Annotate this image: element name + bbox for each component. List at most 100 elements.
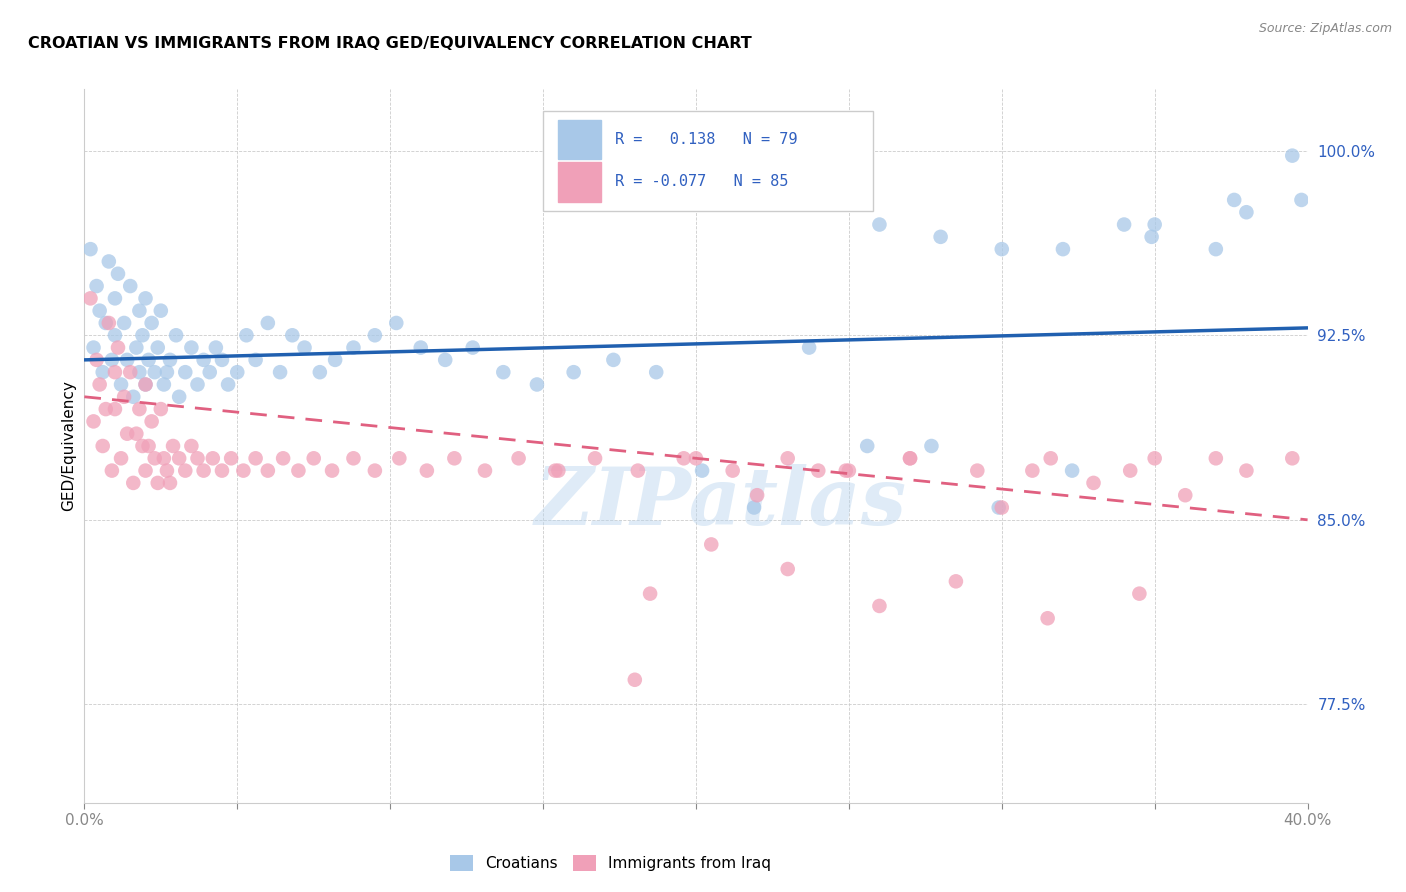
Point — [131, 439, 153, 453]
Point — [104, 365, 127, 379]
Point — [149, 402, 172, 417]
Point — [987, 500, 1010, 515]
Point — [747, 488, 769, 502]
Point — [1128, 587, 1150, 601]
Point — [120, 365, 142, 379]
Point — [721, 464, 744, 478]
Point — [294, 341, 316, 355]
Bar — [558, 162, 600, 202]
Point — [89, 303, 111, 318]
Point — [742, 500, 765, 515]
Point — [856, 439, 879, 453]
Point — [269, 365, 291, 379]
Point — [167, 390, 190, 404]
Point — [193, 464, 215, 478]
Point — [685, 451, 707, 466]
Point — [364, 464, 387, 478]
Point — [86, 352, 108, 367]
Point — [434, 352, 457, 367]
Text: ZIPatlas: ZIPatlas — [534, 465, 907, 541]
Point — [110, 377, 132, 392]
Point — [86, 279, 108, 293]
Point — [1291, 193, 1313, 207]
Point — [474, 464, 496, 478]
Point — [186, 377, 208, 392]
Point — [131, 328, 153, 343]
Point — [79, 242, 101, 256]
Point — [869, 599, 891, 613]
Point — [690, 464, 713, 478]
Point — [107, 341, 129, 355]
Point — [323, 352, 346, 367]
Point — [287, 464, 309, 478]
Point — [1143, 218, 1166, 232]
Point — [128, 303, 150, 318]
Point — [624, 673, 647, 687]
Point — [627, 464, 650, 478]
Point — [461, 341, 484, 355]
Point — [143, 365, 166, 379]
Point — [122, 390, 145, 404]
Point — [167, 451, 190, 466]
Point — [94, 316, 117, 330]
Point — [308, 365, 330, 379]
Point — [302, 451, 325, 466]
Point — [1223, 193, 1246, 207]
Point — [245, 451, 267, 466]
Point — [135, 377, 157, 392]
Point — [91, 439, 114, 453]
Point — [583, 451, 606, 466]
Point — [128, 365, 150, 379]
Point — [1143, 451, 1166, 466]
Point — [159, 352, 181, 367]
Point — [226, 365, 249, 379]
Point — [797, 341, 820, 355]
Point — [602, 352, 624, 367]
Point — [162, 439, 184, 453]
Point — [125, 426, 148, 441]
Point — [143, 451, 166, 466]
Point — [141, 316, 163, 330]
Point — [920, 439, 942, 453]
Point — [135, 464, 157, 478]
Text: CROATIAN VS IMMIGRANTS FROM IRAQ GED/EQUIVALENCY CORRELATION CHART: CROATIAN VS IMMIGRANTS FROM IRAQ GED/EQU… — [28, 36, 752, 51]
Point — [153, 451, 176, 466]
Point — [193, 352, 215, 367]
Bar — [558, 120, 600, 159]
Point — [122, 475, 145, 490]
Point — [838, 464, 860, 478]
Point — [1052, 242, 1074, 256]
Point — [83, 341, 105, 355]
Point — [1119, 464, 1142, 478]
Point — [1234, 205, 1257, 219]
Point — [180, 439, 202, 453]
Point — [835, 464, 858, 478]
Point — [271, 451, 294, 466]
Point — [138, 439, 160, 453]
Point — [1021, 464, 1043, 478]
Legend: Croatians, Immigrants from Iraq: Croatians, Immigrants from Iraq — [444, 849, 778, 877]
Point — [342, 451, 364, 466]
Point — [385, 316, 408, 330]
Point — [245, 352, 267, 367]
Point — [104, 402, 127, 417]
Point — [79, 291, 101, 305]
Point — [508, 451, 530, 466]
Text: R = -0.077   N = 85: R = -0.077 N = 85 — [616, 175, 789, 189]
Point — [112, 390, 135, 404]
Point — [638, 587, 661, 601]
Point — [89, 377, 111, 392]
Point — [562, 365, 585, 379]
Point — [235, 328, 257, 343]
Y-axis label: GED/Equivalency: GED/Equivalency — [60, 381, 76, 511]
Point — [1114, 218, 1136, 232]
Point — [776, 562, 799, 576]
Point — [180, 341, 202, 355]
Point — [159, 475, 181, 490]
Point — [1140, 230, 1163, 244]
Point — [257, 464, 280, 478]
Point — [364, 328, 387, 343]
Point — [101, 352, 124, 367]
Point — [945, 574, 967, 589]
Point — [898, 451, 921, 466]
